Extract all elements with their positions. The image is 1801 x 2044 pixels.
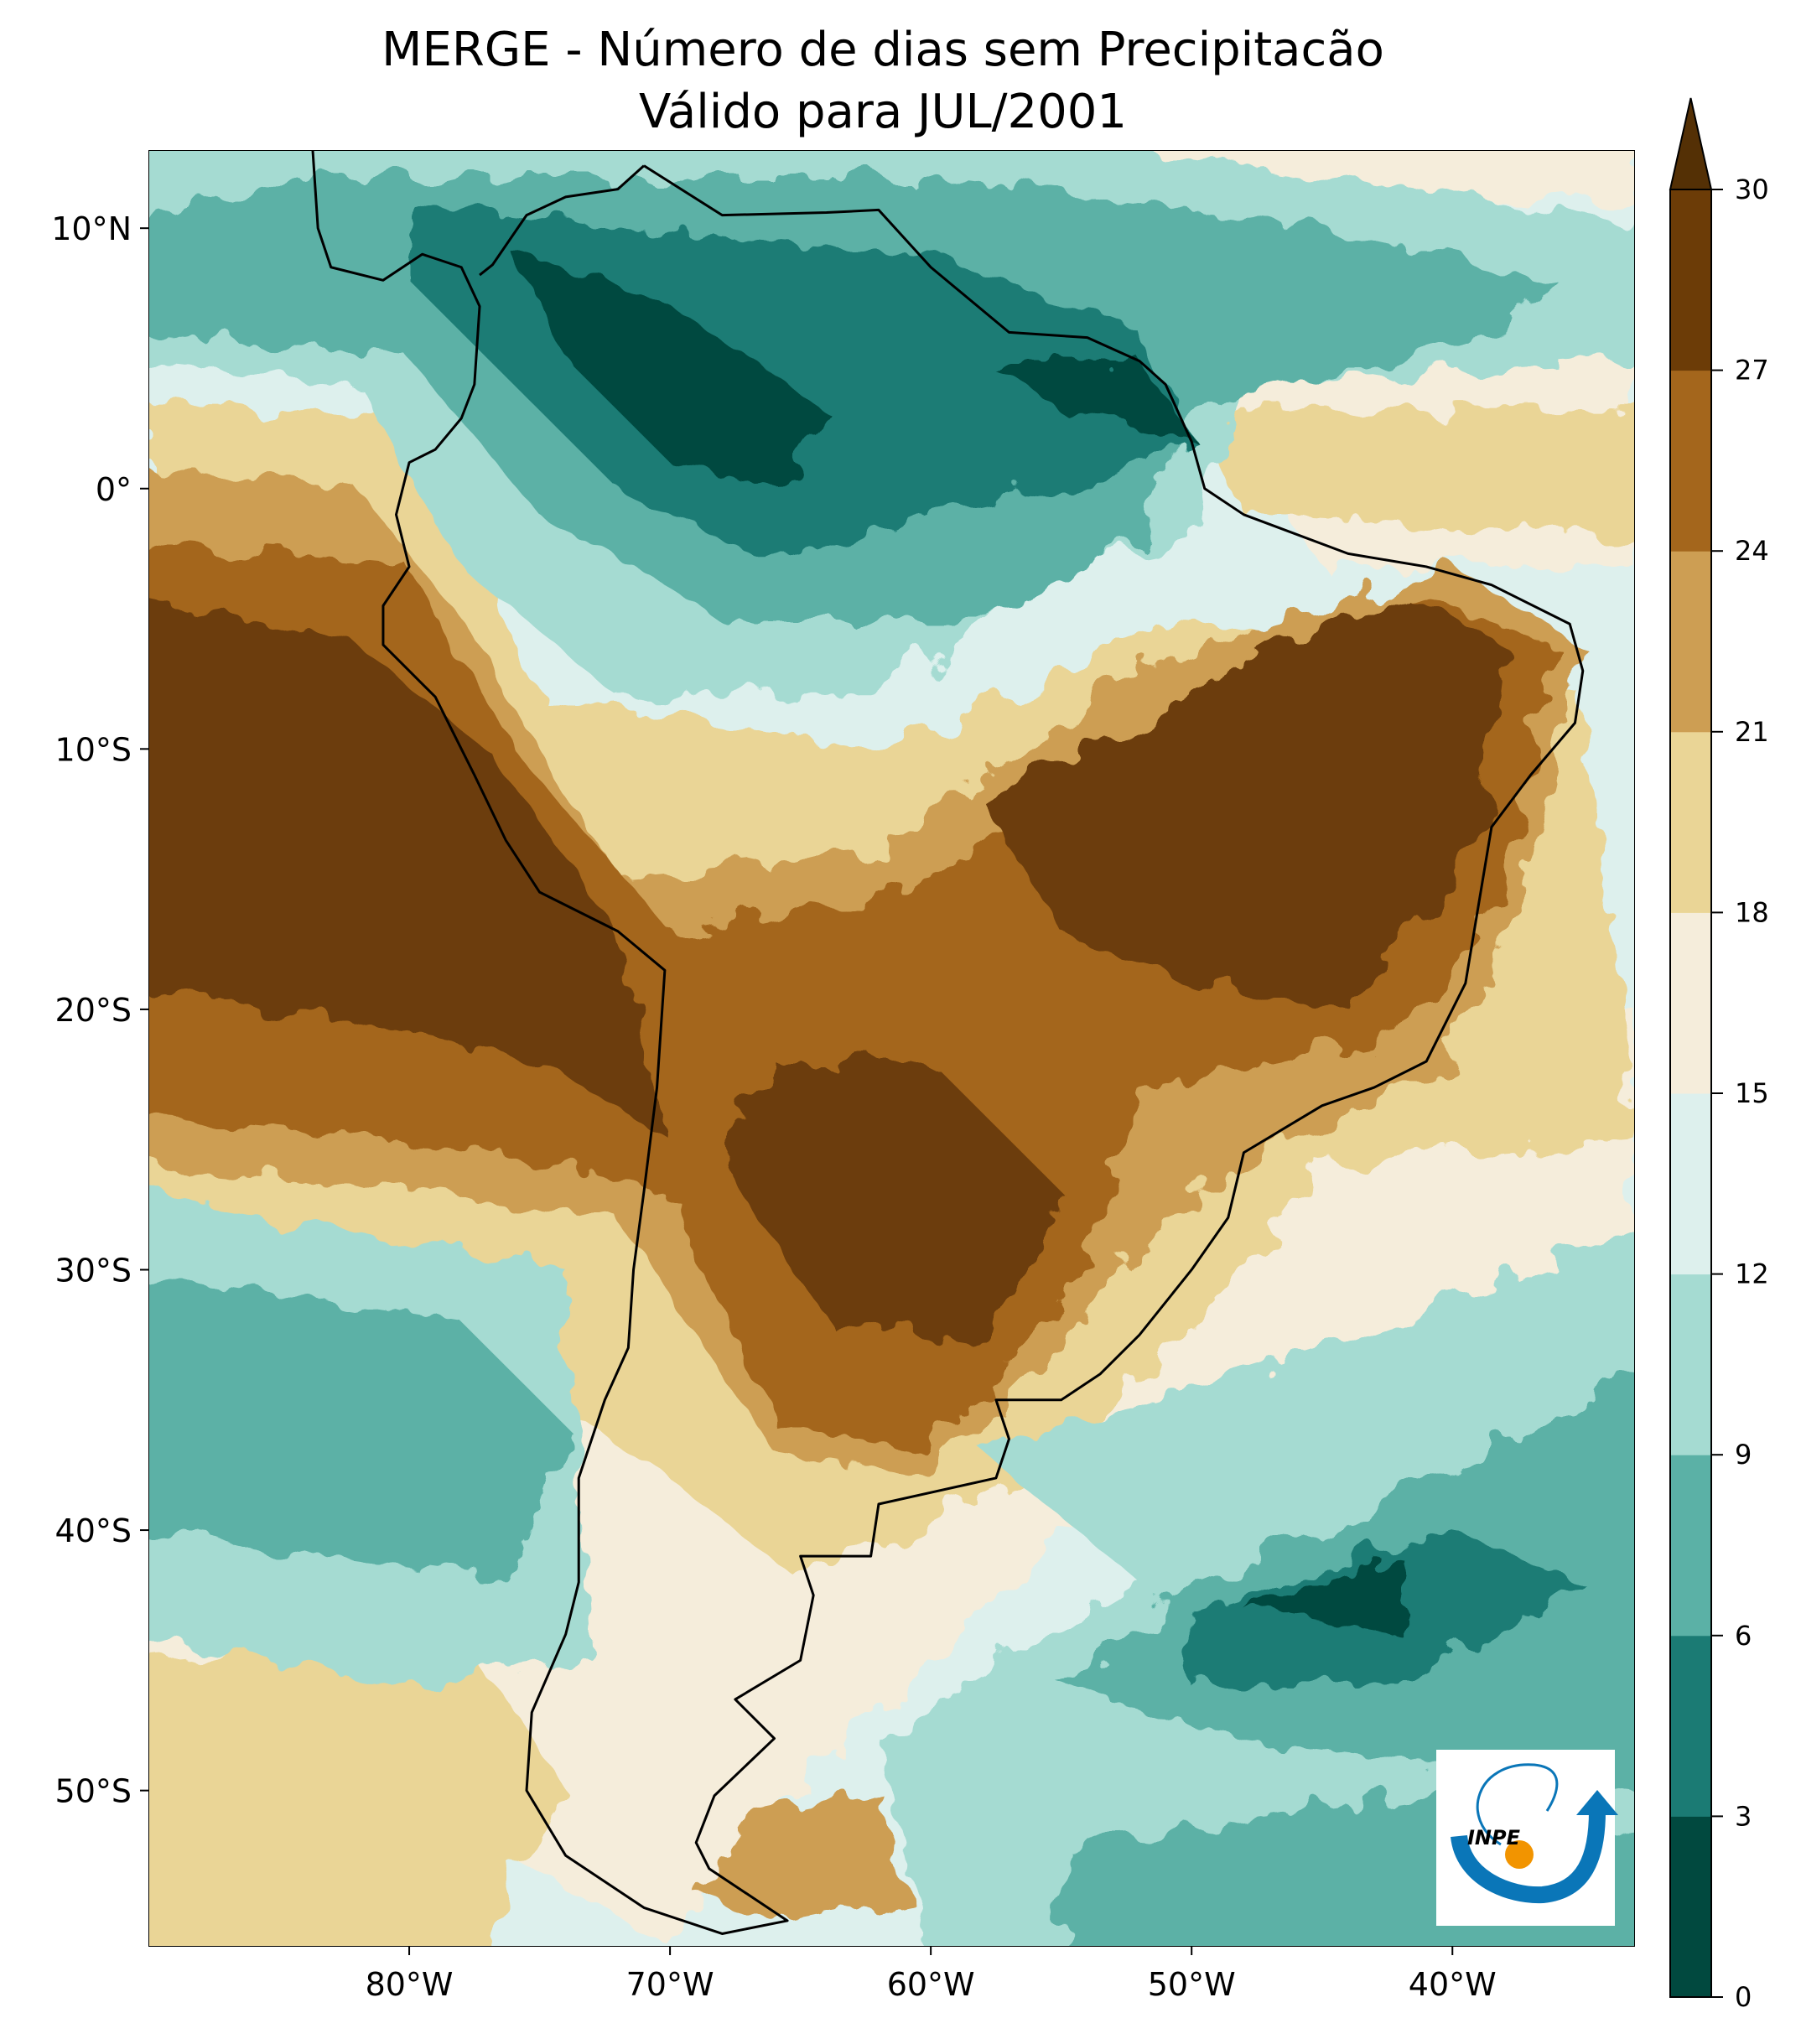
colorbar-segment [1670, 731, 1711, 913]
colorbar-segment [1670, 1093, 1711, 1275]
precip-region [983, 358, 1192, 437]
precip-region [513, 254, 827, 489]
coastline [311, 150, 1585, 1935]
chart-subtitle: Válido para JUL/2001 [639, 85, 1127, 139]
x-axis: 80°W 70°W 60°W 50°W 40°W [366, 1947, 1497, 2003]
x-tick-label: 40°W [1409, 1966, 1497, 2003]
colorbar-tick-label: 12 [1735, 1258, 1769, 1290]
colorbar-segment [1670, 1816, 1711, 1998]
y-tick-label: 30°S [55, 1252, 132, 1289]
precip-region [983, 592, 1505, 1009]
x-tick-label: 50°W [1148, 1966, 1236, 2003]
colorbar-segment [1670, 551, 1711, 733]
y-tick-label: 10°N [51, 210, 132, 247]
precip-region [1191, 410, 1635, 539]
svg-text:INPE: INPE [1467, 1826, 1521, 1849]
colorbar-tick-label: 30 [1735, 174, 1769, 205]
y-tick-label: 40°S [55, 1512, 132, 1549]
y-tick-label: 10°S [55, 731, 132, 768]
precip-region [1243, 1556, 1401, 1635]
precip-region [148, 1274, 566, 1583]
colorbar-segment [1670, 912, 1711, 1094]
colorbar-segment [1670, 189, 1711, 371]
colorbar-segment [1670, 1635, 1711, 1817]
precip-region [696, 1790, 906, 1921]
colorbar-tick-label: 15 [1735, 1077, 1769, 1109]
colorbar-segment [1670, 370, 1711, 552]
precip-region [722, 1061, 1061, 1348]
coastline-segment [479, 164, 646, 277]
colorbar-segment [1670, 1455, 1711, 1637]
colorbar-tick-label: 27 [1735, 355, 1769, 386]
y-tick-label: 50°S [55, 1773, 132, 1810]
colorbar-tick-label: 9 [1735, 1439, 1752, 1471]
colorbar-tick-label: 0 [1735, 1981, 1752, 2013]
x-tick-label: 70°W [626, 1966, 714, 2003]
y-axis: 10°N 0° 10°S 20°S 30°S 40°S 50°S [51, 210, 148, 1810]
colorbar-tick-label: 18 [1735, 896, 1769, 928]
x-tick-label: 80°W [366, 1966, 454, 2003]
colorbar-tick-label: 3 [1735, 1800, 1752, 1832]
colorbar-extend-arrow [1669, 97, 1713, 190]
y-tick-label: 20°S [55, 992, 132, 1029]
precip-region [148, 598, 671, 1140]
colorbar-tick-label: 21 [1735, 716, 1769, 748]
x-tick-label: 60°W [887, 1966, 975, 2003]
y-tick-label: 0° [96, 471, 132, 508]
precip-region [148, 1634, 566, 1947]
colorbar-segment [1670, 1274, 1711, 1455]
map-area: INPE [148, 150, 1635, 1947]
inpe-logo: INPE [1436, 1750, 1618, 1926]
colorbar: 0 3 6 9 12 15 18 21 24 27 30 [1669, 97, 1769, 2013]
colorbar-tick-label: 6 [1735, 1620, 1752, 1652]
colorbar-tick-label: 24 [1735, 535, 1769, 567]
coastline-segment [311, 150, 1585, 1935]
chart-title: MERGE - Número de dias sem Precipitacão [381, 23, 1384, 77]
